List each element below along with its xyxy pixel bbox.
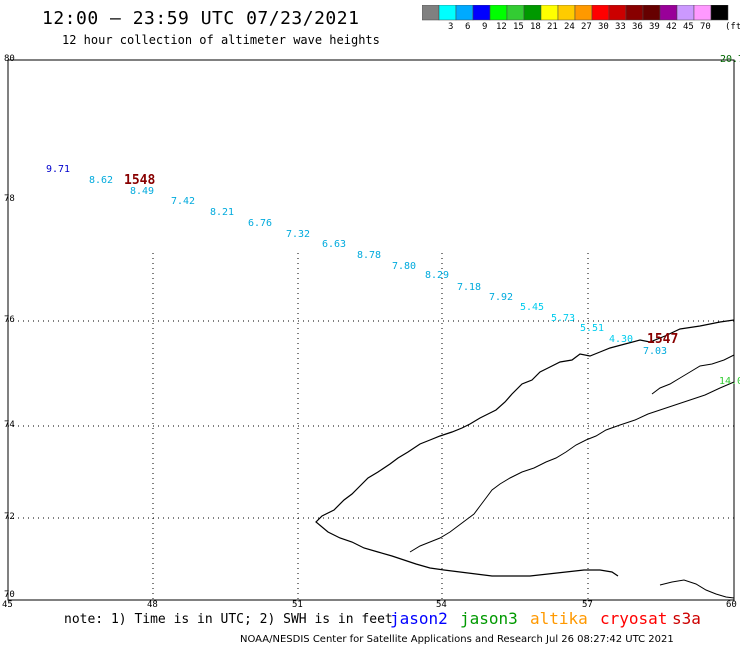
- wave-height-label: 8.62: [89, 175, 114, 186]
- satellite-legend-s3a: s3a: [672, 609, 701, 628]
- orbit-number-label: 1548: [124, 173, 156, 188]
- color-scale-tick-label: 39: [649, 22, 660, 32]
- color-scale-tick-label: 30: [598, 22, 609, 32]
- coastline: [315, 319, 735, 577]
- map-title: 12:00 – 23:59 UTC 07/23/2021: [42, 8, 360, 29]
- wave-height-label: 20.7: [720, 54, 740, 65]
- lat-label-78: 78: [4, 194, 15, 204]
- map-frame: [7, 59, 735, 601]
- lon-label-54: 54: [436, 600, 447, 610]
- wave-height-label: 7.18: [457, 282, 482, 293]
- wave-height-label: 5.51: [580, 323, 605, 334]
- color-scale-tick-label: 15: [513, 22, 524, 32]
- satellite-legend-cryosat: cryosat: [600, 609, 668, 628]
- coastline-south: [659, 579, 735, 599]
- lat-label-76: 76: [4, 315, 15, 325]
- color-scale-unit: (ft): [725, 22, 740, 32]
- satellite-legend-altika: altika: [530, 609, 588, 628]
- wave-height-label: 5.73: [551, 313, 576, 324]
- coastline-east: [651, 354, 735, 395]
- color-scale-tick-label: 3: [448, 22, 454, 32]
- color-scale-tick-label: 33: [615, 22, 626, 32]
- lon-label-51: 51: [292, 600, 303, 610]
- wave-height-label: 7.80: [392, 261, 417, 272]
- wave-height-label: 7.03: [643, 346, 668, 357]
- lon-label-60: 60: [726, 600, 737, 610]
- wave-height-label: 6.76: [248, 218, 273, 229]
- color-scale-tick-label: 18: [530, 22, 541, 32]
- lon-label-45: 45: [2, 600, 13, 610]
- wave-height-label: 8.49: [130, 186, 155, 197]
- color-scale-bar: [422, 5, 729, 21]
- wave-height-label: 4.30: [609, 334, 634, 345]
- wave-height-label: 8.78: [357, 250, 382, 261]
- coastline-inner: [409, 381, 735, 553]
- color-scale-tick-label: 12: [496, 22, 507, 32]
- wave-height-label: 5.45: [520, 302, 545, 313]
- graticule: [8, 253, 734, 600]
- wave-height-label: 8.21: [210, 207, 235, 218]
- color-scale-tick-label: 70: [700, 22, 711, 32]
- lat-label-70: 70: [4, 590, 15, 600]
- color-scale-tick-label: 21: [547, 22, 558, 32]
- lat-label-72: 72: [4, 512, 15, 522]
- orbit-number-label: 1547: [647, 332, 679, 347]
- lat-label-74: 74: [4, 420, 15, 430]
- color-scale-tick-label: 42: [666, 22, 677, 32]
- lon-label-57: 57: [582, 600, 593, 610]
- wave-height-label: 6.63: [322, 239, 347, 250]
- color-scale-tick-label: 6: [465, 22, 471, 32]
- lat-label-80: 80: [4, 54, 15, 64]
- color-scale-tick-label: 27: [581, 22, 592, 32]
- wave-height-label: 14.0: [719, 376, 740, 387]
- lon-label-48: 48: [147, 600, 158, 610]
- color-scale-tick-label: 36: [632, 22, 643, 32]
- wave-height-label: 9.71: [46, 164, 71, 175]
- wave-height-label: 7.92: [489, 292, 514, 303]
- footer-note: note: 1) Time is in UTC; 2) SWH is in fe…: [64, 612, 393, 627]
- color-scale-tick-label: 9: [482, 22, 488, 32]
- map-subtitle: 12 hour collection of altimeter wave hei…: [62, 33, 380, 47]
- wave-height-label: 7.32: [286, 229, 311, 240]
- satellite-legend-jason2: jason2: [390, 609, 448, 628]
- footer-credit: NOAA/NESDIS Center for Satellite Applica…: [240, 634, 674, 645]
- wave-height-label: 7.42: [171, 196, 196, 207]
- color-scale-tick-label: 45: [683, 22, 694, 32]
- wave-height-label: 8.29: [425, 270, 450, 281]
- color-scale-swatch: [710, 5, 729, 21]
- satellite-legend-jason3: jason3: [460, 609, 518, 628]
- color-scale-tick-label: 24: [564, 22, 575, 32]
